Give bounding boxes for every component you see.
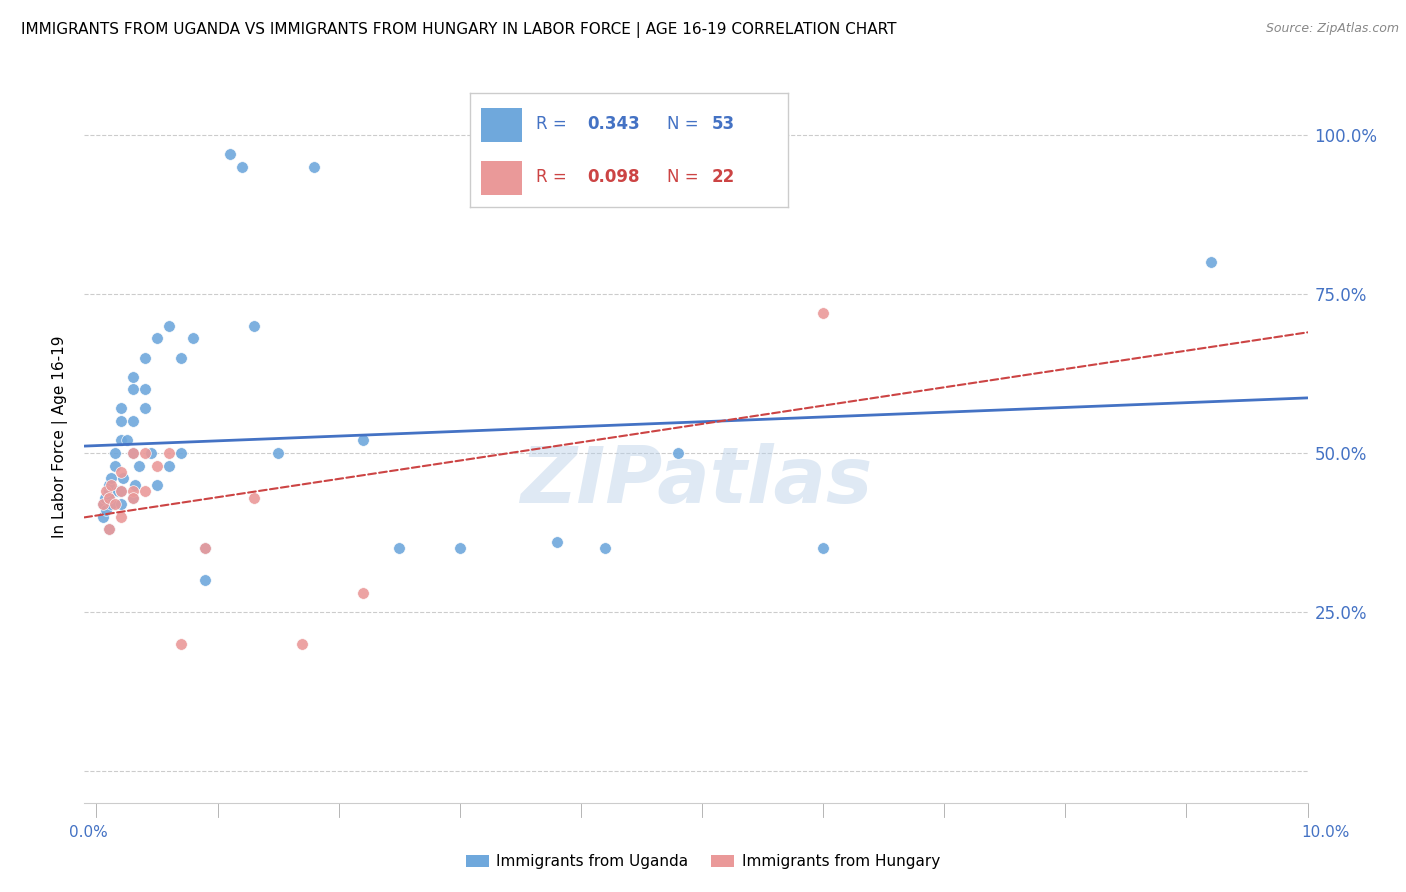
Point <box>110 434 132 448</box>
Point <box>449 541 471 556</box>
Point <box>231 160 253 174</box>
Text: 10.0%: 10.0% <box>1302 825 1350 840</box>
Point <box>121 414 143 428</box>
Point <box>194 541 217 556</box>
Point <box>170 446 193 460</box>
Point <box>352 434 374 448</box>
Point <box>811 541 834 556</box>
Point <box>243 491 266 505</box>
Point <box>121 446 143 460</box>
Point <box>134 401 156 416</box>
Point <box>96 503 118 517</box>
Point <box>243 318 266 333</box>
Point <box>304 160 326 174</box>
Point <box>91 497 114 511</box>
Point <box>97 477 120 491</box>
Point <box>121 491 143 505</box>
Point <box>352 586 374 600</box>
Point <box>110 497 132 511</box>
Point <box>121 484 143 499</box>
Text: ZIPatlas: ZIPatlas <box>520 443 872 519</box>
Point <box>110 414 132 428</box>
Point <box>546 535 568 549</box>
Legend: Immigrants from Uganda, Immigrants from Hungary: Immigrants from Uganda, Immigrants from … <box>460 848 946 875</box>
Point <box>1199 255 1222 269</box>
Point <box>97 484 120 499</box>
Point <box>97 522 120 536</box>
Point <box>107 484 129 499</box>
Point <box>291 637 314 651</box>
Point <box>91 497 114 511</box>
Point <box>194 541 217 556</box>
Point <box>121 446 143 460</box>
Point <box>110 484 132 499</box>
Point <box>121 491 143 505</box>
Point <box>104 458 127 473</box>
Point <box>146 458 169 473</box>
Point <box>110 509 132 524</box>
Point <box>94 491 117 505</box>
Point <box>157 318 180 333</box>
Point <box>128 458 150 473</box>
Point <box>183 331 205 345</box>
Point <box>146 331 169 345</box>
Point <box>100 471 122 485</box>
Point <box>157 458 180 473</box>
Point <box>134 446 156 460</box>
Point <box>134 351 156 365</box>
Point <box>115 434 138 448</box>
Point <box>267 446 290 460</box>
Point <box>110 484 132 499</box>
Point <box>121 369 143 384</box>
Point <box>91 509 114 524</box>
Point <box>146 477 169 491</box>
Point <box>112 471 135 485</box>
Point <box>110 401 132 416</box>
Point <box>139 446 162 460</box>
Point <box>104 446 127 460</box>
Point <box>134 484 156 499</box>
Point <box>157 446 180 460</box>
Text: IMMIGRANTS FROM UGANDA VS IMMIGRANTS FROM HUNGARY IN LABOR FORCE | AGE 16-19 COR: IMMIGRANTS FROM UGANDA VS IMMIGRANTS FRO… <box>21 22 897 38</box>
Point <box>104 497 127 511</box>
Point <box>100 477 122 491</box>
Point <box>194 573 217 587</box>
Point <box>97 491 120 505</box>
Point <box>97 491 120 505</box>
Y-axis label: In Labor Force | Age 16-19: In Labor Force | Age 16-19 <box>52 335 69 539</box>
Point <box>124 477 146 491</box>
Point <box>218 147 240 161</box>
Point <box>593 541 616 556</box>
Point <box>96 484 118 499</box>
Point <box>121 383 143 397</box>
Point <box>811 306 834 320</box>
Text: Source: ZipAtlas.com: Source: ZipAtlas.com <box>1265 22 1399 36</box>
Text: 0.0%: 0.0% <box>69 825 108 840</box>
Point <box>110 465 132 479</box>
Point <box>666 446 689 460</box>
Point <box>134 383 156 397</box>
Point <box>170 637 193 651</box>
Point <box>388 541 411 556</box>
Point <box>97 522 120 536</box>
Point <box>100 497 122 511</box>
Point <box>170 351 193 365</box>
